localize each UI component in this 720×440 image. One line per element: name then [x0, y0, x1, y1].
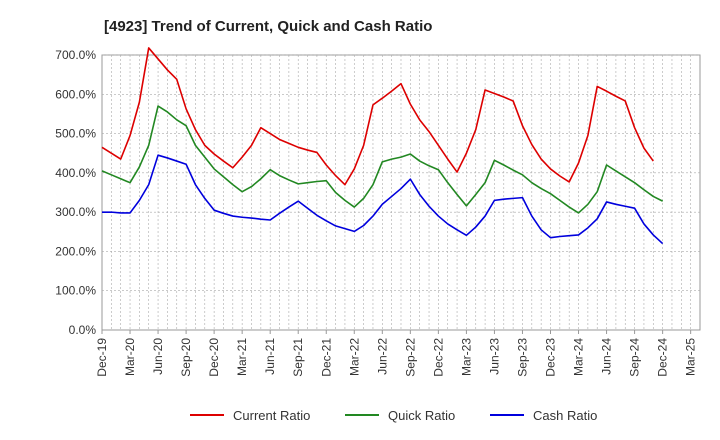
y-tick-label: 400.0% [55, 166, 96, 180]
x-tick-label: Mar-22 [347, 338, 361, 376]
y-tick-label: 600.0% [55, 87, 96, 101]
x-tick-label: Mar-21 [235, 338, 249, 376]
series-line-quick-ratio [101, 105, 663, 214]
y-tick-label: 200.0% [55, 244, 96, 258]
y-tick-label: 300.0% [55, 205, 96, 219]
x-tick-label: Dec-23 [544, 338, 558, 377]
x-tick-label: Sep-20 [179, 338, 193, 377]
y-tick-label: 500.0% [55, 127, 96, 141]
x-tick-label: Mar-24 [572, 338, 586, 376]
x-tick-label: Sep-21 [291, 338, 305, 377]
chart-title: [4923] Trend of Current, Quick and Cash … [104, 18, 432, 35]
axis-layer: 0.0% 100.0% 200.0% 300.0% 400.0% 500.0% 600.0%… [55, 48, 697, 377]
x-tick-label: Dec-24 [656, 338, 670, 377]
y-tick-label: 100.0% [55, 284, 96, 298]
legend: Current Ratio Quick Ratio Cash Ratio [190, 408, 597, 423]
x-tick-label: Jun-23 [487, 338, 501, 375]
x-tick-label: Jun-21 [263, 338, 277, 375]
series-line-current-ratio [101, 47, 654, 186]
x-tick-label: Mar-20 [123, 338, 137, 376]
legend-label-cash-ratio: Cash Ratio [533, 408, 597, 423]
x-tick-label: Jun-24 [600, 338, 614, 375]
x-tick-label: Sep-23 [515, 338, 529, 377]
x-tick-label: Sep-24 [628, 338, 642, 377]
grid-layer [101, 54, 701, 331]
x-tick-label: Dec-19 [95, 338, 109, 377]
y-tick-label: 700.0% [55, 48, 96, 62]
x-tick-label: Jun-22 [375, 338, 389, 375]
legend-label-quick-ratio: Quick Ratio [388, 408, 455, 423]
x-tick-label: Mar-25 [684, 338, 698, 376]
y-tick-label: 0.0% [69, 323, 97, 337]
x-tick-label: Dec-22 [431, 338, 445, 377]
series-layer [101, 47, 664, 245]
series-line-cash-ratio [102, 154, 664, 245]
x-tick-label: Dec-20 [207, 338, 221, 377]
legend-label-current-ratio: Current Ratio [233, 408, 310, 423]
x-tick-label: Dec-21 [319, 338, 333, 377]
x-tick-label: Sep-22 [403, 338, 417, 377]
x-tick-label: Mar-23 [459, 338, 473, 376]
x-tick-label: Jun-20 [151, 338, 165, 375]
